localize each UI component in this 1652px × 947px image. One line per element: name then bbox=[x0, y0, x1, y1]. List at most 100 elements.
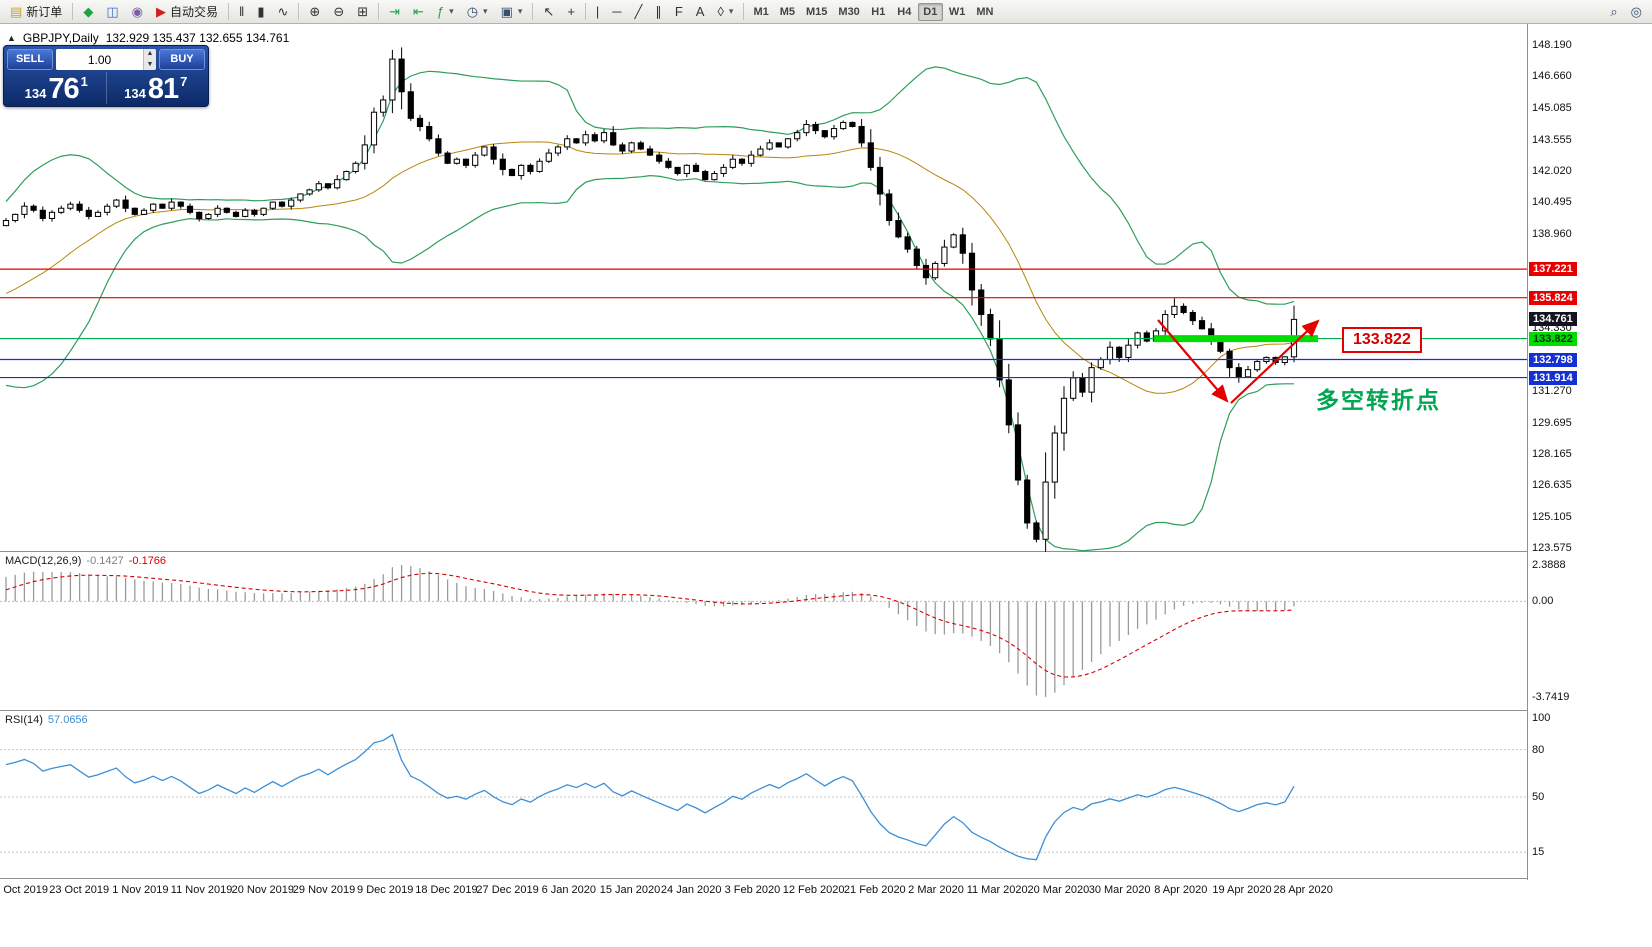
macd-axis: 2.3888 0.00 -3.7419 bbox=[1529, 553, 1652, 711]
timeframe-mn[interactable]: MN bbox=[976, 5, 994, 18]
timeframe-m30[interactable]: M30 bbox=[838, 5, 860, 18]
volume-down-icon[interactable]: ▼ bbox=[144, 59, 156, 70]
periods-icon[interactable]: ◷ ▾ bbox=[461, 2, 494, 22]
current-price-tag: 134.761 bbox=[1529, 312, 1577, 327]
bar-chart-icon: ‖ bbox=[238, 4, 245, 19]
line-chart-icon: ∿ bbox=[277, 4, 289, 19]
fibonacci-icon[interactable]: F bbox=[669, 2, 689, 22]
macd-histogram bbox=[5, 565, 1295, 697]
dropdown-arrow-icon[interactable]: ▾ bbox=[483, 6, 488, 16]
trendline-icon[interactable]: ╱ bbox=[629, 2, 649, 22]
channel-icon: ∥ bbox=[655, 4, 662, 19]
one-click-trading-panel: SELL ▲ ▼ BUY 134 76 1 134 81 7 bbox=[3, 45, 209, 107]
price-tick: 148.190 bbox=[1532, 38, 1572, 51]
trendline-icon: ╱ bbox=[634, 4, 643, 19]
price-tick: 125.105 bbox=[1532, 510, 1572, 523]
indicators-icon[interactable]: ƒ ▾ bbox=[431, 2, 460, 22]
price-callout-label[interactable]: 133.822 bbox=[1342, 327, 1422, 353]
timeframe-m5[interactable]: M5 bbox=[779, 5, 795, 18]
macd-pane[interactable]: MACD(12,26,9) -0.1427 -0.1766 bbox=[0, 553, 1527, 711]
macd-signal-line bbox=[5, 572, 1295, 678]
dropdown-arrow-icon[interactable]: ▾ bbox=[728, 6, 734, 16]
new-order-button[interactable]: ▤ 新订单 bbox=[4, 2, 68, 22]
dropdown-arrow-icon[interactable]: ▾ bbox=[517, 6, 523, 16]
autotrading-button[interactable]: ▶ 自动交易 bbox=[150, 2, 224, 22]
date-label: 29 Nov 2019 bbox=[292, 884, 356, 896]
chart-annotation-text[interactable]: 多空转折点 bbox=[1316, 387, 1441, 413]
date-label: 15 Jan 2020 bbox=[599, 884, 661, 896]
toolbar-separator bbox=[584, 3, 586, 20]
text-icon[interactable]: A bbox=[690, 2, 711, 22]
date-label: 11 Mar 2020 bbox=[966, 884, 1028, 896]
rsi-line bbox=[5, 733, 1295, 861]
macd-tick: -3.7419 bbox=[1532, 691, 1570, 703]
horizontal-line-icon[interactable]: ─ bbox=[606, 2, 627, 22]
auto-scroll-icon[interactable]: ⇥ bbox=[383, 2, 406, 22]
zoom-in-icon[interactable]: ⊕ bbox=[303, 2, 326, 22]
data-window-icon[interactable]: ◫ bbox=[100, 2, 124, 22]
price-tick: 131.270 bbox=[1532, 384, 1572, 397]
navigator-icon[interactable]: ◉ bbox=[126, 2, 149, 22]
tile-windows-icon[interactable]: ⊞ bbox=[351, 2, 374, 22]
navigator-icon: ◉ bbox=[131, 4, 143, 19]
bollinger-bands bbox=[5, 66, 1295, 552]
tile-windows-icon: ⊞ bbox=[357, 4, 369, 19]
sell-price-pip: 1 bbox=[80, 74, 88, 89]
market-watch-icon[interactable]: ◆ bbox=[77, 2, 99, 22]
community-icon[interactable]: ◎ bbox=[1625, 2, 1648, 22]
date-label: 30 Mar 2020 bbox=[1088, 884, 1151, 896]
timeframe-w1[interactable]: W1 bbox=[948, 5, 966, 18]
timeframe-m15[interactable]: M15 bbox=[806, 5, 828, 18]
new-order-icon: ▤ bbox=[10, 4, 23, 19]
timeframe-d1[interactable]: D1 bbox=[917, 2, 943, 21]
search-icon[interactable]: ⌕ bbox=[1604, 2, 1623, 22]
volume-input[interactable] bbox=[56, 49, 143, 70]
toolbar-separator bbox=[378, 3, 380, 20]
macd-tick: 0.00 bbox=[1532, 595, 1554, 608]
vertical-line-icon[interactable]: | bbox=[590, 2, 605, 22]
cursor-icon[interactable]: ↖ bbox=[537, 2, 560, 22]
rsi-axis: 100 80 50 15 bbox=[1529, 712, 1652, 879]
date-label: 3 Feb 2020 bbox=[724, 884, 781, 896]
fibonacci-icon: F bbox=[674, 4, 683, 19]
sell-price-prefix: 134 bbox=[24, 86, 47, 101]
rsi-tick: 80 bbox=[1532, 743, 1545, 756]
date-label: 1 Nov 2019 bbox=[112, 884, 169, 896]
line-chart-icon[interactable]: ∿ bbox=[272, 2, 295, 22]
buy-button[interactable]: BUY bbox=[159, 49, 205, 70]
templates-icon[interactable]: ▣ ▾ bbox=[495, 2, 529, 22]
trend-arrow[interactable] bbox=[1230, 319, 1320, 404]
vertical-line-icon: | bbox=[595, 4, 600, 19]
toolbar-separator bbox=[72, 3, 74, 20]
zoom-out-icon[interactable]: ⊖ bbox=[327, 2, 350, 22]
channel-icon[interactable]: ∥ bbox=[649, 2, 668, 22]
candlestick-plot[interactable] bbox=[0, 24, 1527, 552]
arrows-icon[interactable]: ◊ ▾ bbox=[711, 2, 739, 22]
sell-price[interactable]: 134 76 1 bbox=[7, 72, 107, 104]
sell-button[interactable]: SELL bbox=[7, 49, 53, 70]
dropdown-arrow-icon[interactable]: ▾ bbox=[449, 6, 454, 16]
volume-up-icon[interactable]: ▲ bbox=[144, 49, 156, 60]
trend-arrow[interactable] bbox=[1157, 319, 1229, 403]
crosshair-icon[interactable]: + bbox=[561, 2, 581, 22]
panel-collapse-icon[interactable]: ▲ bbox=[7, 33, 16, 43]
candlestick-chart-icon[interactable]: ▮ bbox=[251, 2, 270, 22]
toolbar-separator bbox=[743, 3, 745, 20]
toolbar: ▤ 新订单 ◆ ◫ ◉ ▶ 自动交易 ‖ ▮ ∿ ⊕ ⊖ ⊞ ⇥ ⇤ ƒ ▾ ◷ ▾ ▣ ▾ ↖ + | ─ ╱ ∥ F A ◊ ▾ M1 M5… bbox=[0, 0, 1652, 24]
crosshair-icon: + bbox=[567, 4, 575, 19]
new-order-button-label: 新订单 bbox=[26, 5, 63, 19]
timeframe-h1[interactable]: H1 bbox=[871, 5, 886, 18]
community-icon: ◎ bbox=[1630, 4, 1642, 19]
horizontal-line-icon: ─ bbox=[612, 4, 622, 19]
chart-shift-icon[interactable]: ⇤ bbox=[407, 2, 430, 22]
rsi-tick: 50 bbox=[1532, 791, 1545, 803]
timeframe-m1[interactable]: M1 bbox=[753, 5, 769, 18]
bar-chart-icon[interactable]: ‖ bbox=[233, 2, 250, 22]
main-chart-pane[interactable] bbox=[0, 24, 1527, 552]
rsi-tick: 15 bbox=[1532, 846, 1545, 859]
timeframe-h4[interactable]: H4 bbox=[897, 5, 912, 18]
buy-price[interactable]: 134 81 7 bbox=[107, 72, 206, 104]
rsi-pane[interactable]: RSI(14) 57.0656 bbox=[0, 712, 1527, 879]
